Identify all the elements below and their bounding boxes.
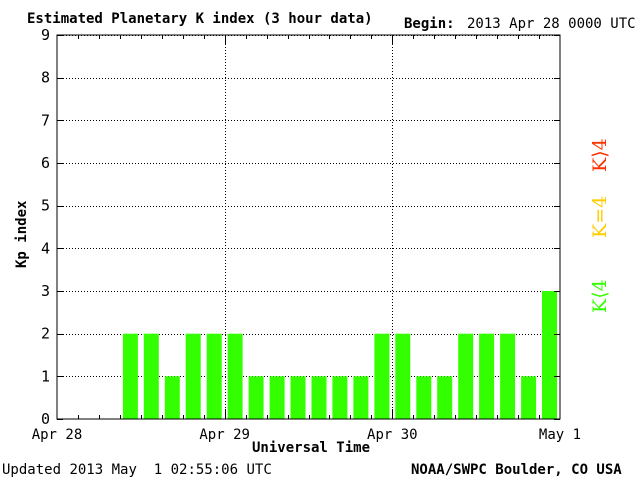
kp-bar <box>542 291 557 419</box>
x-tick-label: May 1 <box>539 427 581 443</box>
legend-k-less-4: K⟨4 <box>589 279 611 313</box>
kp-bar <box>290 376 306 419</box>
kp-bar <box>500 333 516 419</box>
y-axis-ticks: 0 1 2 3 4 5 6 7 8 9 <box>41 26 560 428</box>
kp-bar <box>458 333 474 419</box>
kp-bar <box>164 376 180 419</box>
kp-bar <box>416 376 432 419</box>
kp-bar <box>437 376 453 419</box>
x-axis-label: Universal Time <box>252 440 371 456</box>
begin-label: Begin: <box>404 16 455 32</box>
y-tick-label: 4 <box>41 239 50 257</box>
kp-bar <box>479 333 495 419</box>
y-tick-label: 2 <box>41 325 50 343</box>
updated-label: Updated <box>2 462 62 478</box>
kp-bar <box>395 333 411 419</box>
chart-bars <box>122 291 557 419</box>
kp-bar <box>143 333 159 419</box>
credit-text: NOAA/SWPC Boulder, CO USA <box>411 462 622 478</box>
legend-k-greater-4: K⟩4 <box>589 138 611 172</box>
kp-bar <box>521 376 537 419</box>
y-tick-label: 7 <box>41 111 50 129</box>
y-tick-label: 5 <box>41 197 50 215</box>
kp-bar <box>374 333 390 419</box>
kp-bar <box>332 376 348 419</box>
y-axis-label: Kp index <box>14 200 30 268</box>
kp-bar <box>311 376 327 419</box>
x-tick-label: Apr 30 <box>367 427 418 443</box>
kp-bar <box>206 333 222 419</box>
kp-bar <box>227 333 243 419</box>
chart-title: Estimated Planetary K index (3 hour data… <box>27 11 373 27</box>
y-tick-label: 1 <box>41 367 50 385</box>
plot-frame <box>56 34 561 420</box>
y-tick-label: 9 <box>41 26 50 44</box>
kp-bar <box>248 376 264 419</box>
x-axis-ticks: Apr 28 Apr 29 Apr 30 May 1 <box>32 35 581 443</box>
kp-bar <box>353 376 369 419</box>
x-tick-label: Apr 29 <box>199 427 250 443</box>
kp-bar <box>185 333 201 419</box>
y-tick-label: 0 <box>41 410 50 428</box>
chart-grid <box>57 35 560 419</box>
x-tick-label: Apr 28 <box>32 427 83 443</box>
legend-k-equal-4: K=4 <box>589 195 611 238</box>
kp-bar <box>122 333 138 419</box>
kp-bar <box>269 376 285 419</box>
begin-value: 2013 Apr 28 0000 UTC <box>467 16 636 32</box>
y-tick-label: 6 <box>41 154 50 172</box>
y-tick-label: 3 <box>41 282 50 300</box>
updated-value: 2013 May 1 02:55:06 UTC <box>69 462 272 478</box>
y-tick-label: 8 <box>41 69 50 87</box>
